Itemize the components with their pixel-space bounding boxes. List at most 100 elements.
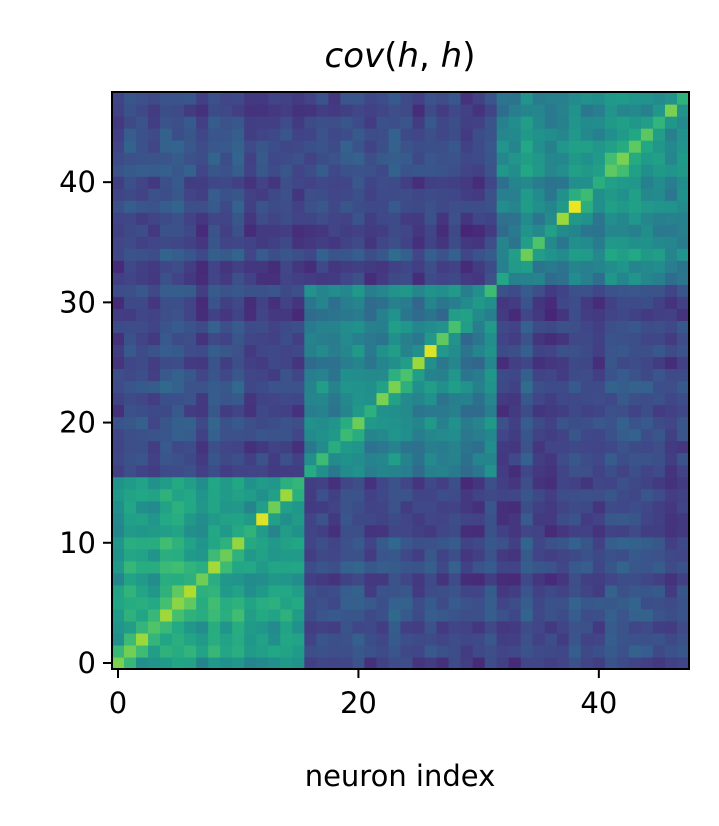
- heatmap-cell: [604, 152, 618, 165]
- heatmap-cell: [232, 416, 245, 430]
- heatmap-cell: [316, 356, 329, 370]
- heatmap-cell: [508, 116, 522, 129]
- heatmap-cell: [196, 212, 209, 225]
- heatmap-cell: [580, 452, 594, 466]
- heatmap-cell: [484, 356, 498, 370]
- heatmap-cell: [340, 128, 354, 141]
- heatmap-cell: [652, 116, 666, 129]
- heatmap-cell: [112, 464, 125, 478]
- heatmap-cell: [208, 176, 221, 189]
- heatmap-cell: [316, 236, 329, 249]
- heatmap-cell: [388, 428, 402, 442]
- heatmap-cell: [220, 344, 233, 358]
- heatmap-cell: [172, 500, 185, 514]
- heatmap-cell: [220, 308, 233, 321]
- heatmap-cell: [412, 272, 426, 285]
- heatmap-cell: [388, 404, 402, 418]
- heatmap-cell: [208, 212, 221, 225]
- heatmap-cell: [664, 476, 678, 490]
- heatmap-cell: [268, 524, 281, 538]
- heatmap-cell: [340, 392, 354, 406]
- heatmap-cell: [376, 548, 390, 562]
- heatmap-cell: [496, 380, 510, 394]
- heatmap-cell: [532, 92, 546, 105]
- heatmap-cell: [376, 416, 390, 430]
- heatmap-cell: [304, 596, 317, 610]
- heatmap-cell: [568, 596, 582, 610]
- heatmap-cell: [340, 212, 354, 225]
- heatmap-cell: [544, 452, 558, 466]
- heatmap-cell: [436, 332, 450, 346]
- heatmap-cell: [520, 332, 534, 346]
- heatmap-cell: [652, 188, 666, 201]
- heatmap-cell: [532, 656, 546, 670]
- heatmap-cell: [556, 536, 570, 550]
- heatmap-cell: [460, 428, 474, 442]
- heatmap-cell: [340, 608, 354, 622]
- heatmap-cell: [412, 380, 426, 394]
- heatmap-cell: [220, 212, 233, 225]
- heatmap-cell: [652, 440, 666, 454]
- heatmap-cell: [268, 344, 281, 358]
- heatmap-cell: [268, 272, 281, 285]
- heatmap-cell: [424, 476, 438, 490]
- heatmap-cell: [448, 284, 462, 297]
- heatmap-cell: [400, 320, 414, 334]
- heatmap-cell: [472, 548, 486, 562]
- heatmap-cell: [232, 212, 245, 225]
- heatmap-cell: [436, 584, 450, 598]
- heatmap-cell: [568, 356, 582, 370]
- heatmap-cell: [232, 296, 245, 309]
- heatmap-cell: [640, 560, 654, 574]
- heatmap-cell: [160, 236, 173, 249]
- heatmap-cell: [664, 548, 678, 562]
- heatmap-cell: [400, 140, 414, 153]
- heatmap-cell: [532, 488, 546, 502]
- heatmap-cell: [592, 212, 606, 225]
- heatmap-cell: [196, 140, 209, 153]
- heatmap-cell: [484, 476, 498, 490]
- heatmap-cell: [424, 644, 438, 658]
- heatmap-cell: [256, 104, 269, 117]
- heatmap-cell: [424, 188, 438, 201]
- heatmap-cell: [544, 272, 558, 285]
- heatmap-cell: [400, 452, 414, 466]
- heatmap-cell: [184, 620, 197, 634]
- heatmap-cell: [328, 236, 341, 249]
- heatmap-cell: [508, 464, 522, 478]
- heatmap-cell: [148, 368, 161, 382]
- heatmap-cell: [208, 440, 221, 454]
- heatmap-cell: [520, 128, 534, 141]
- heatmap-cell: [208, 512, 221, 526]
- heatmap-cell: [364, 476, 378, 490]
- heatmap-cell: [304, 92, 317, 105]
- heatmap-cell: [436, 464, 450, 478]
- heatmap-cell: [568, 560, 582, 574]
- heatmap-cell: [172, 176, 185, 189]
- heatmap-cell: [196, 488, 209, 502]
- heatmap-cell: [280, 656, 293, 670]
- heatmap-cell: [616, 272, 630, 285]
- heatmap-cell: [604, 572, 618, 586]
- heatmap-cell: [616, 404, 630, 418]
- heatmap-cell: [412, 344, 426, 358]
- heatmap-cell: [268, 188, 281, 201]
- heatmap-cell: [148, 512, 161, 526]
- heatmap-cell: [436, 92, 450, 105]
- heatmap-cell: [508, 632, 522, 646]
- heatmap-cell: [208, 248, 221, 261]
- heatmap-cell: [244, 320, 257, 334]
- heatmap-cell: [292, 212, 305, 225]
- heatmap-cell: [628, 320, 642, 334]
- heatmap-cell: [136, 188, 149, 201]
- heatmap-cell: [400, 236, 414, 249]
- heatmap-cell: [592, 656, 606, 670]
- heatmap-cell: [148, 152, 161, 165]
- heatmap-cell: [340, 536, 354, 550]
- heatmap-cell: [448, 140, 462, 153]
- heatmap-cell: [376, 92, 390, 105]
- heatmap-cell: [184, 428, 197, 442]
- heatmap-cell: [484, 392, 498, 406]
- heatmap-cell: [136, 488, 149, 502]
- heatmap-cell: [640, 164, 654, 177]
